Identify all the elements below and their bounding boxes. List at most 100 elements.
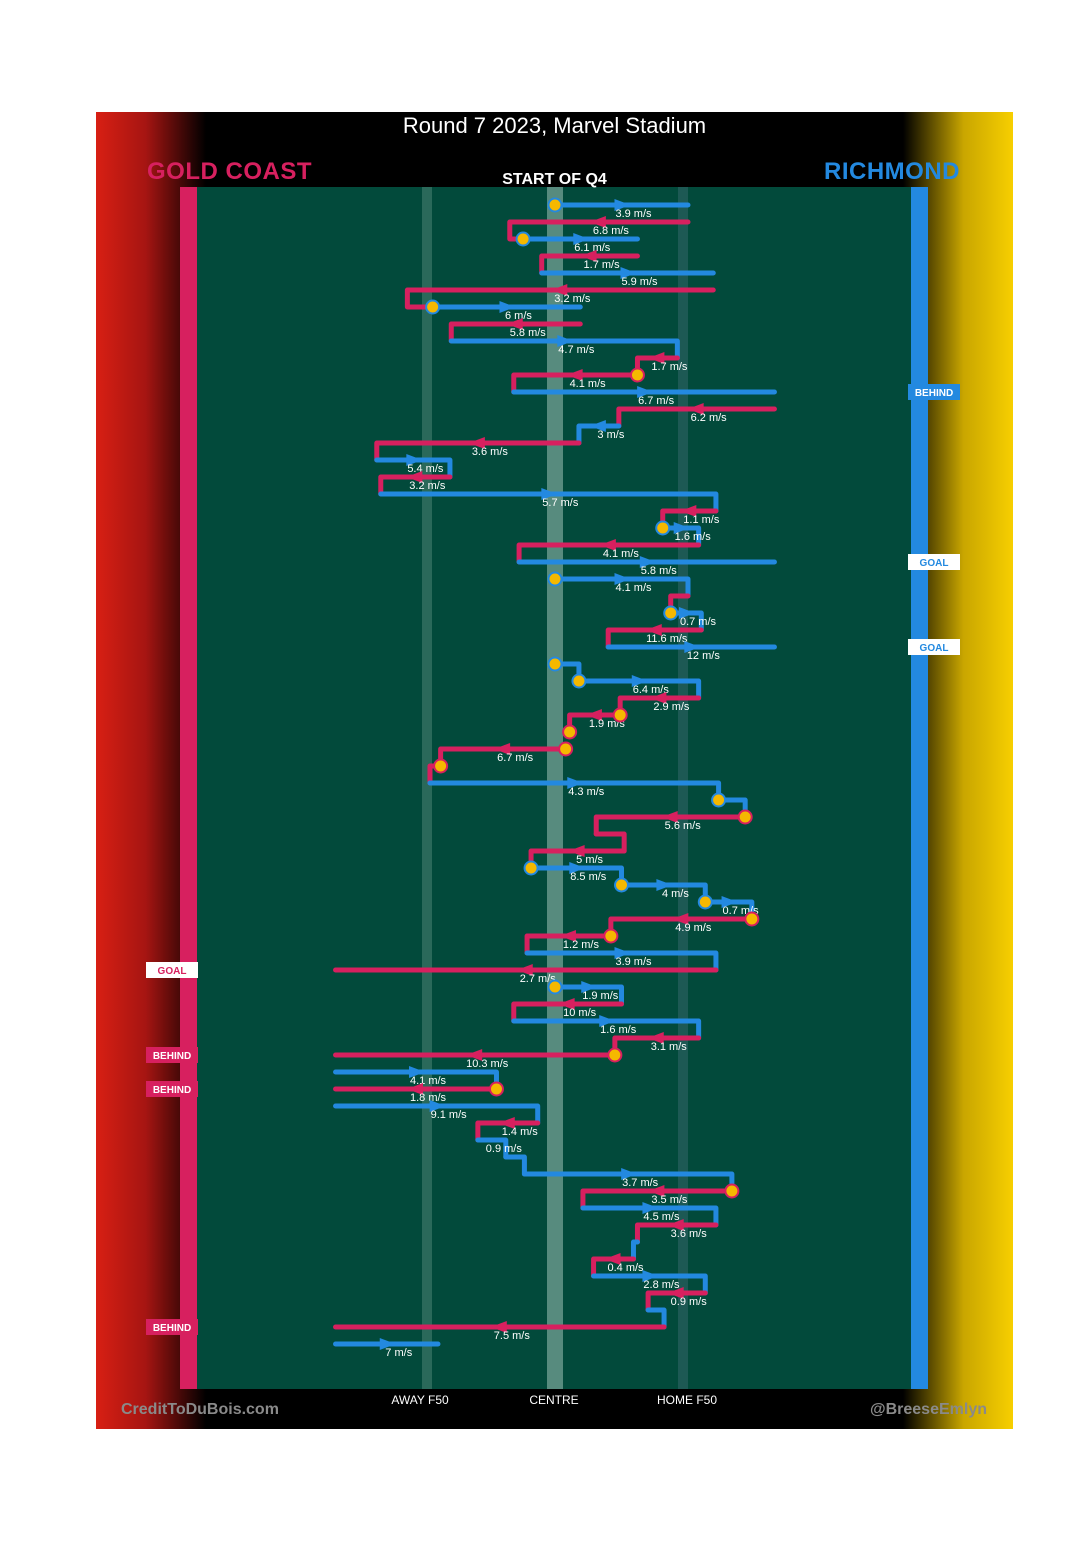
chain-path [511, 1018, 702, 1041]
chain-path [475, 1120, 541, 1143]
score-result-badge [146, 962, 198, 978]
possession-start-marker [523, 860, 539, 876]
chain-arrow [494, 743, 511, 755]
chain-path [605, 627, 704, 650]
possession-start-marker [547, 979, 563, 995]
possession-start-marker [515, 231, 531, 247]
speed-label: 1.8 m/s [410, 1092, 447, 1104]
possession-start-marker [607, 1047, 623, 1063]
possession-start-marker [655, 520, 671, 536]
score-result-label: BEHIND [915, 388, 953, 399]
chain-path [591, 1273, 708, 1296]
speed-label: 0.7 m/s [680, 616, 717, 628]
possession-start-marker [547, 571, 563, 587]
chain-path [630, 1239, 640, 1262]
speed-label: 5.4 m/s [407, 463, 444, 475]
poster: 3.9 m/s 6.8 m/s 6.1 m/s 1.7 m/s 5.9 m/s 3.2 m… [96, 112, 1013, 1429]
possession-start-marker [663, 605, 679, 621]
chain-arrow [631, 675, 648, 687]
speed-label: 3.6 m/s [671, 1228, 708, 1240]
chain-path [524, 933, 614, 956]
speed-label: 3.2 m/s [409, 480, 446, 492]
speed-label: 6.8 m/s [593, 225, 630, 237]
speed-label: 1.2 m/s [563, 939, 600, 951]
chain-arrow [621, 1168, 638, 1180]
chain-path [374, 457, 453, 480]
chain-path [593, 831, 627, 854]
chain-path [503, 1154, 527, 1177]
possession-start-marker [737, 809, 753, 825]
speed-label: 4.1 m/s [615, 582, 652, 594]
speed-label: 1.4 m/s [502, 1126, 539, 1138]
speed-label: 12 m/s [687, 650, 721, 662]
chain-arrow [614, 947, 631, 959]
chain-arrow [599, 539, 616, 551]
score-result-badge [908, 639, 960, 655]
chain-arrow [406, 454, 423, 466]
speed-label: 1.7 m/s [651, 361, 688, 373]
speed-label: 10.3 m/s [466, 1058, 509, 1070]
chain-path [378, 491, 719, 514]
chain-arrow [409, 1066, 426, 1078]
chain-path [580, 1188, 735, 1211]
chain-arrow [506, 318, 523, 330]
gold-coast-goal-bar [180, 187, 197, 1389]
chain-arrow [499, 301, 516, 313]
chain-arrow [580, 250, 597, 262]
possession-start-marker [488, 1081, 504, 1097]
away-f50-line [422, 187, 432, 1389]
score-result-label: GOAL [920, 643, 949, 654]
speed-label: 7 m/s [385, 1347, 412, 1359]
speed-label: 1.6 m/s [675, 531, 712, 543]
possession-start-marker [425, 299, 441, 315]
chain-path [448, 321, 583, 344]
speed-label: 9.1 m/s [431, 1109, 468, 1121]
credit-right: @BreeseEmlyn [870, 1401, 987, 1418]
chain-path [616, 406, 777, 429]
chain-arrow [406, 471, 423, 483]
chain-arrow [498, 1117, 515, 1129]
speed-label: 6.7 m/s [638, 395, 675, 407]
chain-path [539, 253, 640, 276]
possession-start-marker [558, 741, 574, 757]
speed-label: 4.1 m/s [603, 548, 640, 560]
chain-arrow [687, 403, 704, 415]
chain-arrow [680, 505, 697, 517]
chain-arrow [672, 913, 689, 925]
score-result-badge [146, 1047, 198, 1063]
possession-start-marker [614, 877, 629, 893]
speed-label: 3.9 m/s [615, 956, 652, 968]
chain-arrow [516, 964, 533, 976]
chain-arrow [581, 981, 598, 993]
score-result-label: BEHIND [153, 1085, 191, 1096]
chain-arrow [614, 199, 631, 211]
score-result-badge [908, 384, 960, 400]
speed-label: 3.9 m/s [615, 208, 652, 220]
score-result-label: GOAL [920, 558, 949, 569]
chain-arrow [551, 284, 568, 296]
speed-label: 2.7 m/s [520, 973, 557, 985]
chain-arrow [490, 1321, 507, 1333]
speed-label: 1.7 m/s [584, 259, 621, 271]
score-result-label: GOAL [158, 966, 187, 977]
score-result-label: BEHIND [153, 1051, 191, 1062]
speed-label: 2.8 m/s [643, 1279, 680, 1291]
speed-label: 3 m/s [597, 429, 624, 441]
chain-arrow [673, 522, 690, 534]
speed-label: 1.1 m/s [683, 514, 720, 526]
chain-arrow [642, 1270, 659, 1282]
chain-arrow [599, 1015, 616, 1027]
speed-label: 6.2 m/s [691, 412, 728, 424]
x-tick-home-f50: HOME F50 [656, 1393, 718, 1407]
chain-arrow [559, 930, 576, 942]
score-result-badge [908, 554, 960, 570]
chain-arrow [721, 896, 738, 908]
chain-path [593, 814, 748, 837]
chain-arrow [604, 1253, 621, 1265]
chain-arrow [656, 879, 673, 891]
chain-path [645, 1290, 708, 1313]
chain-arrow [407, 1083, 424, 1095]
chain-arrow [647, 1032, 664, 1044]
chain-path [475, 1137, 509, 1160]
possession-start-marker [562, 724, 578, 740]
